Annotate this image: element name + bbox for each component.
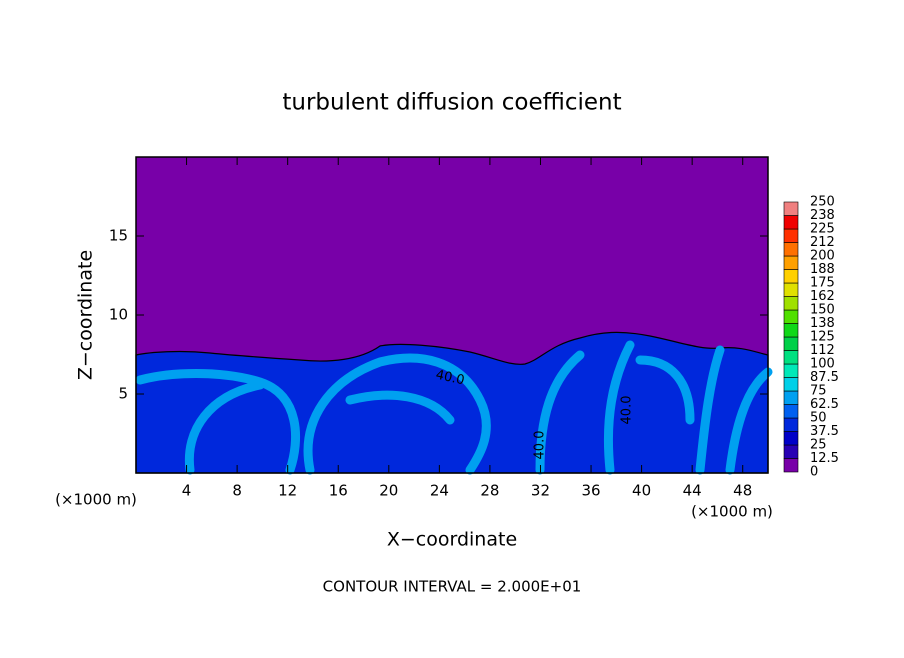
colorbar-label: 0 <box>810 465 818 480</box>
colorbar-band <box>783 309 799 324</box>
x-tick-label: 44 <box>683 482 702 500</box>
colorbar-band <box>783 458 799 473</box>
colorbar-band <box>783 363 799 378</box>
x-tick-label: 12 <box>278 482 297 500</box>
colorbar-label: 75 <box>810 384 827 399</box>
colorbar-label: 12.5 <box>810 451 839 466</box>
chart-title: turbulent diffusion coefficient <box>282 90 621 116</box>
contour-label: 40.0 <box>620 396 635 425</box>
colorbar-band <box>783 296 799 311</box>
x-tick-label: 36 <box>581 482 600 500</box>
contour-label: 40.0 <box>434 368 465 389</box>
x-tick-label: 4 <box>182 482 192 500</box>
colorbar-label: 62.5 <box>810 397 839 412</box>
colorbar-band <box>783 390 799 405</box>
colorbar-label: 175 <box>810 276 835 291</box>
colorbar-label: 100 <box>810 357 835 372</box>
colorbar-label: 188 <box>810 262 835 277</box>
x-tick-label: 20 <box>379 482 398 500</box>
colorbar-label: 112 <box>810 343 835 358</box>
colorbar-band <box>783 404 799 419</box>
colorbar-band <box>783 444 799 459</box>
colorbar-label: 225 <box>810 222 835 237</box>
colorbar-label: 200 <box>810 249 835 264</box>
colorbar-band <box>783 228 799 243</box>
contour-label: 40.0 <box>533 431 548 460</box>
colorbar-band <box>783 431 799 446</box>
y-tick-label: 5 <box>118 385 128 403</box>
colorbar-band <box>783 201 799 216</box>
colorbar-band <box>783 242 799 257</box>
colorbar-band <box>783 417 799 432</box>
x-tick-label: 24 <box>430 482 449 500</box>
colorbar-label: 162 <box>810 289 835 304</box>
colorbar-band <box>783 282 799 297</box>
x-tick-label: 48 <box>733 482 752 500</box>
colorbar-band <box>783 323 799 338</box>
y-tick-label: 15 <box>109 227 128 245</box>
colorbar-label: 37.5 <box>810 424 839 439</box>
footnote: CONTOUR INTERVAL = 2.000E+01 <box>323 578 582 596</box>
colorbar-label: 125 <box>810 330 835 345</box>
x-unit-label: (×1000 m) <box>55 491 137 509</box>
colorbar-label: 87.5 <box>810 370 839 385</box>
colorbar-band <box>783 255 799 270</box>
x-axis-label: X−coordinate <box>387 529 517 551</box>
colorbar: 012.52537.55062.57587.510011212513815016… <box>783 195 839 480</box>
x-unit-label: (×1000 m) <box>691 503 773 521</box>
colorbar-label: 212 <box>810 235 835 250</box>
colorbar-label: 150 <box>810 303 835 318</box>
colorbar-band <box>783 377 799 392</box>
colorbar-label: 250 <box>810 195 835 210</box>
x-tick-label: 16 <box>329 482 348 500</box>
colorbar-label: 138 <box>810 316 835 331</box>
colorbar-label: 50 <box>810 411 827 426</box>
y-tick-label: 10 <box>109 306 128 324</box>
x-tick-label: 28 <box>480 482 499 500</box>
x-tick-label: 8 <box>232 482 242 500</box>
x-tick-label: 32 <box>531 482 550 500</box>
colorbar-band <box>783 350 799 365</box>
field-streaks <box>135 340 773 475</box>
colorbar-band <box>783 336 799 351</box>
colorbar-label: 238 <box>810 208 835 223</box>
contour-field <box>135 157 773 475</box>
colorbar-label: 25 <box>810 438 827 453</box>
colorbar-band <box>783 215 799 230</box>
x-tick-label: 40 <box>632 482 651 500</box>
y-axis-label: Z−coordinate <box>75 250 97 380</box>
colorbar-band <box>783 269 799 284</box>
